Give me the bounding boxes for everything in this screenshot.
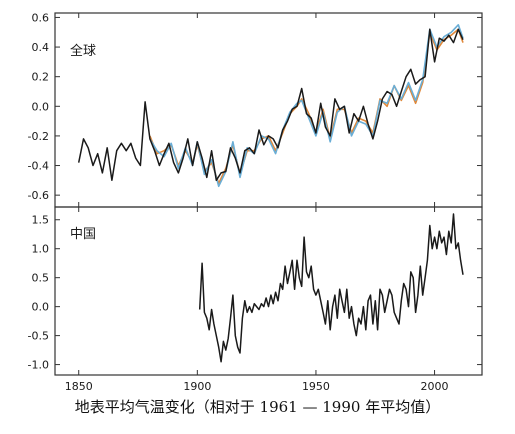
china-ytick-label: -1.0 <box>28 359 49 372</box>
global-ytick-label: 0.2 <box>32 71 50 84</box>
global-ytick-label: 0.6 <box>32 11 50 24</box>
temperature-chart: -0.6 -0.4 -0.2 0.0 0.2 0.4 0.6 全球 -1.0 -0.5 0.0 0.… <box>28 11 483 393</box>
chart-caption: 地表平均气温变化（相对于 1961 — 1990 年平均值） <box>74 398 441 416</box>
global-ytick-label: -0.2 <box>28 130 49 143</box>
china-ytick-label: -0.5 <box>28 330 49 343</box>
china-xtick-label: 1850 <box>65 380 93 393</box>
china-series-line-0 <box>198 213 464 363</box>
china-xtick-label: 1900 <box>183 380 211 393</box>
china-panel-title: 中国 <box>70 227 96 242</box>
china-ytick-label: 1.5 <box>32 214 50 227</box>
global-series-line-1 <box>149 23 464 188</box>
global-plot-frame <box>54 12 483 208</box>
global-ytick-label: -0.4 <box>28 160 49 173</box>
global-ytick-label: -0.6 <box>28 189 49 202</box>
global-ytick-label: 0.4 <box>32 41 50 54</box>
china-ytick-label: 0.5 <box>32 272 50 285</box>
global-series-line-2 <box>77 28 464 182</box>
global-series-line-0 <box>149 28 464 185</box>
china-xtick-label: 2000 <box>421 380 449 393</box>
china-ytick-label: 0.0 <box>32 301 50 314</box>
global-panel-title: 全球 <box>70 43 96 59</box>
global-ytick-label: 0.0 <box>32 100 50 113</box>
china-plot-frame <box>54 206 483 376</box>
global-panel: -0.6 -0.4 -0.2 0.0 0.2 0.4 0.6 全球 <box>28 11 483 208</box>
china-xtick-label: 1950 <box>302 380 330 393</box>
china-panel: -1.0 -0.5 0.0 0.5 1.0 1.5 1850 1900 1950 2000 中国 <box>28 206 483 393</box>
china-ytick-label: 1.0 <box>32 243 50 256</box>
